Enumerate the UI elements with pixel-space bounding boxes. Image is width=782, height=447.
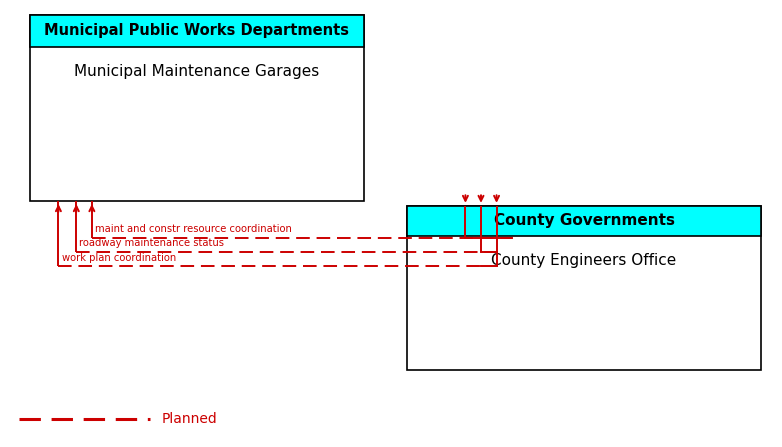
Text: Planned: Planned (162, 412, 217, 426)
Bar (407, 206, 761, 236)
Text: Municipal Maintenance Garages: Municipal Maintenance Garages (74, 63, 320, 79)
Text: maint and constr resource coordination: maint and constr resource coordination (95, 224, 292, 234)
Bar (30, 15, 364, 201)
Bar (407, 206, 761, 370)
Text: County Governments: County Governments (493, 213, 675, 228)
Text: roadway maintenance status: roadway maintenance status (80, 238, 224, 249)
Text: County Engineers Office: County Engineers Office (491, 253, 676, 268)
Text: Municipal Public Works Departments: Municipal Public Works Departments (45, 23, 350, 38)
Text: work plan coordination: work plan coordination (62, 253, 176, 262)
Bar (30, 15, 364, 46)
